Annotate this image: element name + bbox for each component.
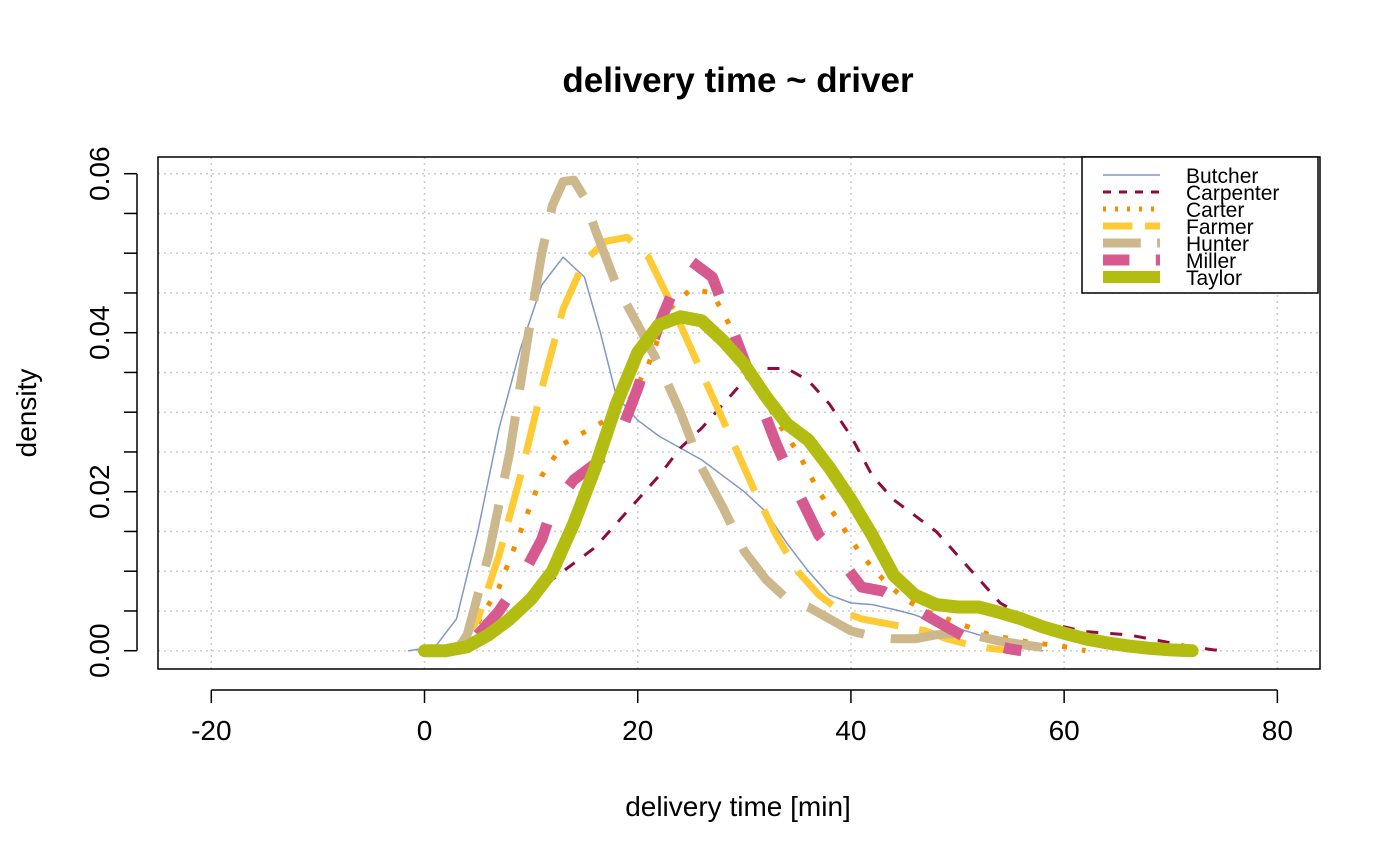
x-tick-label: 80: [1262, 715, 1293, 746]
chart-title: delivery time ~ driver: [562, 61, 914, 100]
series-line-miller: [473, 255, 1023, 657]
y-axis-label: density: [11, 369, 42, 458]
legend-label: Taylor: [1186, 267, 1242, 290]
series-line-taylor: [418, 310, 1199, 658]
legend-box: [1081, 156, 1319, 294]
x-tick-label: 0: [417, 715, 433, 746]
x-axis-label: delivery time [min]: [625, 791, 851, 822]
legend-label: Farmer: [1186, 216, 1254, 239]
y-tick-label: 0.06: [84, 146, 115, 201]
grid: [158, 157, 1320, 669]
legend: ButcherCarpenterCarterFarmerHunterMiller…: [1081, 156, 1319, 294]
legend-label: Hunter: [1186, 233, 1249, 256]
legend-label: Carpenter: [1186, 182, 1279, 205]
y-tick-label: 0.02: [84, 464, 115, 519]
series-line-farmer: [453, 233, 1012, 655]
legend-label: Carter: [1186, 199, 1244, 222]
series-layer: [407, 175, 1225, 658]
series-line-carpenter: [509, 367, 1225, 653]
x-tick-label: 60: [1049, 715, 1080, 746]
x-tick-label: 20: [622, 715, 653, 746]
legend-label: Butcher: [1186, 165, 1258, 188]
legend-label: Miller: [1186, 250, 1236, 273]
series-line-butcher: [407, 256, 1044, 652]
y-axis: 0.00 0.02 0.04 0.06: [84, 146, 138, 678]
y-tick-label: 0.04: [84, 305, 115, 360]
plot-frame: [157, 156, 1321, 670]
x-axis: -20 0 20 40 60 80: [191, 689, 1293, 746]
x-tick-label: -20: [191, 715, 231, 746]
x-tick-label: 40: [835, 715, 866, 746]
y-tick-label: 0.00: [84, 623, 115, 678]
